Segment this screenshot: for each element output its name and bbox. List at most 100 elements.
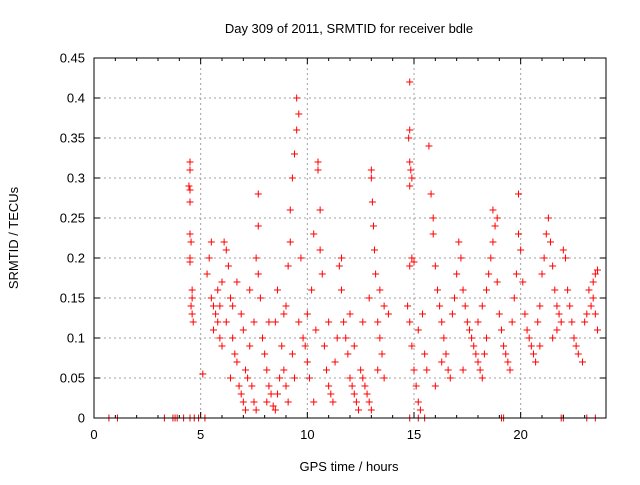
data-point	[325, 382, 333, 390]
data-point	[589, 294, 597, 302]
data-point	[361, 382, 369, 390]
data-point	[414, 398, 422, 406]
data-point	[414, 326, 422, 334]
data-point	[457, 254, 465, 262]
data-point	[421, 350, 429, 358]
data-point	[448, 310, 456, 318]
data-point	[256, 294, 264, 302]
y-tick-label: 0	[78, 411, 85, 426]
data-point	[427, 190, 435, 198]
data-point	[227, 294, 235, 302]
data-point	[250, 398, 258, 406]
data-point	[205, 254, 213, 262]
data-point	[365, 294, 373, 302]
data-point	[369, 222, 377, 230]
data-point	[461, 302, 469, 310]
data-point	[453, 270, 461, 278]
data-point	[549, 262, 557, 270]
y-tick-label: 0.45	[60, 51, 85, 66]
data-point	[444, 366, 452, 374]
data-point	[459, 286, 467, 294]
data-point	[540, 254, 548, 262]
data-point	[527, 342, 535, 350]
data-point	[263, 366, 271, 374]
data-point	[408, 174, 416, 182]
data-point	[478, 374, 486, 382]
data-point	[559, 246, 567, 254]
data-point	[363, 390, 371, 398]
data-point	[342, 334, 350, 342]
data-point	[344, 350, 352, 358]
data-point	[310, 398, 318, 406]
data-point	[271, 318, 279, 326]
data-point	[186, 230, 194, 238]
data-point	[286, 206, 294, 214]
data-point	[188, 294, 196, 302]
data-point	[544, 214, 552, 222]
data-point	[495, 310, 503, 318]
data-point	[480, 350, 488, 358]
data-point	[273, 286, 281, 294]
data-point	[570, 334, 578, 342]
data-point	[468, 334, 476, 342]
data-point	[350, 342, 358, 350]
data-point	[355, 406, 363, 414]
data-point	[406, 126, 414, 134]
data-point	[186, 198, 194, 206]
x-tick-label: 10	[300, 427, 314, 442]
data-point	[406, 78, 414, 86]
data-point	[474, 358, 482, 366]
data-point	[239, 326, 247, 334]
data-point	[406, 318, 414, 326]
data-point	[483, 286, 491, 294]
data-point	[365, 398, 373, 406]
data-point	[224, 262, 232, 270]
data-point	[529, 350, 537, 358]
data-point	[241, 406, 249, 414]
data-point	[416, 406, 424, 414]
data-point	[474, 318, 482, 326]
data-point	[203, 270, 211, 278]
data-point	[248, 382, 256, 390]
data-point	[440, 334, 448, 342]
data-point	[244, 374, 252, 382]
data-point	[419, 310, 427, 318]
data-point	[254, 270, 262, 278]
data-point	[504, 358, 512, 366]
data-point	[261, 350, 269, 358]
data-point	[525, 334, 533, 342]
data-point	[231, 350, 239, 358]
data-point	[316, 206, 324, 214]
data-point	[487, 254, 495, 262]
data-point	[346, 310, 354, 318]
data-point	[254, 222, 262, 230]
data-point	[293, 126, 301, 134]
data-point	[314, 158, 322, 166]
data-point	[557, 318, 565, 326]
data-point	[325, 318, 333, 326]
data-point	[549, 334, 557, 342]
axes: 0 5 10 15 20 0 0.05 0.1 0.15 0.2 0.25 0.3 0.35 0.4 0.4…	[60, 51, 607, 442]
data-point	[581, 318, 589, 326]
data-point	[408, 342, 416, 350]
data-point	[542, 230, 550, 238]
data-point	[295, 110, 303, 118]
data-point	[233, 358, 241, 366]
data-point	[212, 310, 220, 318]
data-point	[185, 182, 193, 190]
data-point	[519, 278, 527, 286]
data-point	[410, 366, 418, 374]
y-tick-label: 0.05	[60, 371, 85, 386]
data-point	[254, 190, 262, 198]
data-point	[371, 246, 379, 254]
data-point	[278, 342, 286, 350]
data-point	[235, 382, 243, 390]
data-point	[406, 158, 414, 166]
data-point	[189, 318, 197, 326]
data-point	[431, 382, 439, 390]
y-tick-label: 0.35	[60, 131, 85, 146]
data-point	[408, 254, 416, 262]
data-point	[186, 158, 194, 166]
data-point	[218, 342, 226, 350]
